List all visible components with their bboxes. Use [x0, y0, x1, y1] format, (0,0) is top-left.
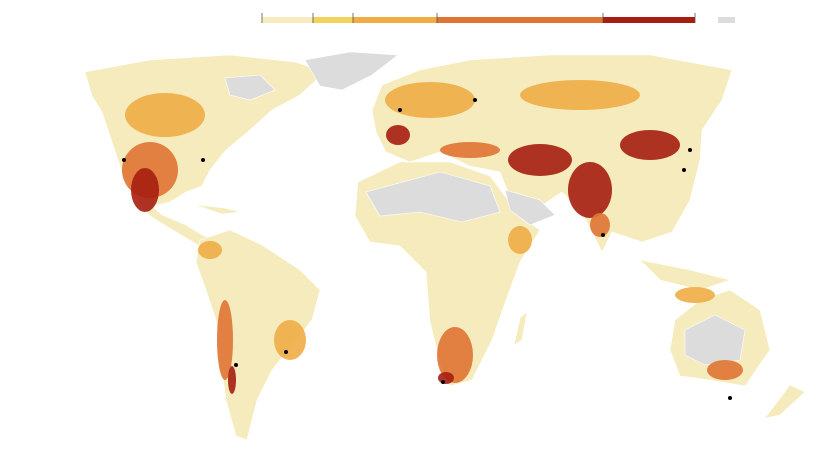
city — [473, 98, 477, 102]
madagascar — [513, 311, 528, 346]
area — [508, 226, 532, 254]
legend-no-data — [718, 17, 735, 23]
caribbean — [194, 204, 241, 215]
city — [601, 233, 605, 237]
australia-interior — [684, 314, 746, 366]
legend-swatch — [603, 17, 695, 23]
area — [386, 125, 410, 145]
city — [122, 158, 126, 162]
area — [590, 213, 610, 237]
canada-lakes — [224, 74, 276, 101]
cities — [122, 98, 732, 400]
city — [284, 350, 288, 354]
arabia — [504, 189, 556, 226]
area — [520, 80, 640, 110]
legend — [261, 13, 735, 23]
legend-swatch — [313, 17, 353, 23]
city — [688, 148, 692, 152]
area — [217, 300, 233, 380]
area — [198, 241, 222, 259]
legend-swatch — [353, 17, 437, 23]
area — [568, 162, 612, 218]
area — [131, 168, 159, 212]
city — [234, 363, 238, 367]
area — [508, 144, 572, 176]
area — [437, 327, 473, 383]
area — [438, 372, 454, 384]
city — [398, 108, 402, 112]
south-america — [195, 229, 321, 441]
legend-swatch — [437, 17, 603, 23]
area — [228, 366, 236, 394]
area — [125, 93, 205, 137]
city — [201, 158, 205, 162]
area — [440, 142, 500, 158]
greenland — [304, 51, 399, 91]
city — [441, 380, 445, 384]
city — [728, 396, 732, 400]
area — [274, 320, 306, 360]
north-america — [84, 54, 326, 247]
area — [675, 287, 715, 303]
legend-swatch — [262, 17, 313, 23]
city — [682, 168, 686, 172]
area — [620, 130, 680, 160]
area — [385, 82, 475, 118]
stress-areas — [122, 80, 743, 394]
sahara — [365, 171, 501, 223]
indonesia — [639, 259, 732, 291]
new-zealand — [764, 384, 806, 419]
africa — [354, 161, 541, 387]
area — [707, 360, 743, 380]
